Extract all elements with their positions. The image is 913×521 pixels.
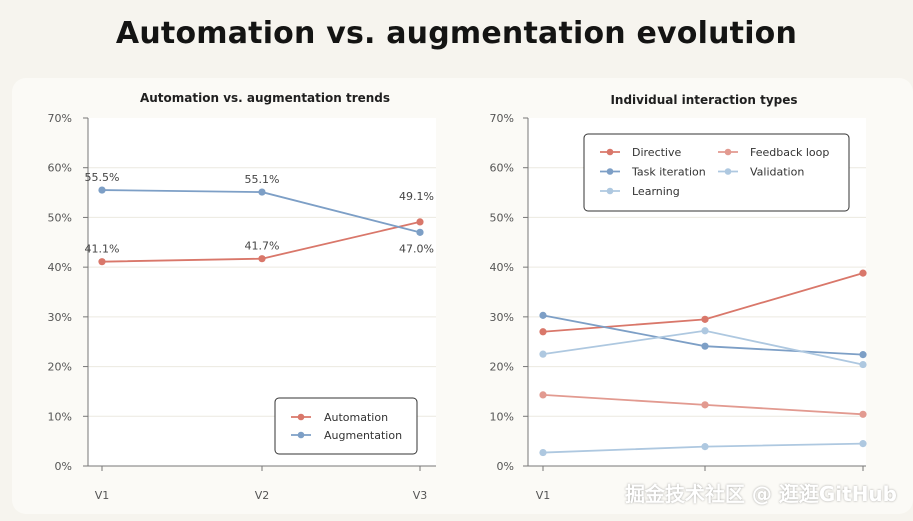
y-tick-label: 70% [48,112,72,125]
legend-marker-augmentation [297,431,305,439]
data-label: 49.1% [399,190,434,203]
legend-marker-validation [724,168,732,175]
chart-title: Automation vs. augmentation trends [140,91,390,105]
data-point-automation [98,258,106,266]
data-point-feedback-loop [859,410,867,418]
legend-label: Augmentation [324,429,402,442]
legend-marker-task-iteration [606,168,614,175]
watermark: 掘金技术社区 @ 逛逛GitHub [624,482,897,506]
data-point-directive [701,315,709,323]
chart-individual-interaction-types: Individual interaction types 0% 10% 20% 30% 4… [490,93,867,502]
y-tick-label: 70% [490,112,514,125]
y-tick-label: 60% [490,162,514,175]
y-tick-label: 40% [490,261,514,274]
data-point-learning [539,350,547,358]
chart-title: Individual interaction types [610,93,797,107]
y-tick-label: 0% [55,460,72,473]
legend-box [583,133,850,212]
legend-label: Validation [750,166,804,179]
data-point-augmentation [416,228,424,236]
data-point-validation [539,448,547,457]
legend-marker-directive [606,148,614,156]
y-tick-label: 40% [48,261,72,274]
y-tick-label: 30% [48,311,72,324]
y-tick-label: 20% [48,361,72,374]
y-tick-label: 50% [48,211,72,224]
data-point-task-iteration [539,311,547,319]
y-tick-label: 20% [490,361,514,374]
data-point-task-iteration [701,342,709,350]
y-tick-label: 30% [490,311,514,324]
chart-automation-vs-augmentation: Automation vs. augmentation trends 0% 10% 2… [48,91,436,502]
chart-card: Automation vs. augmentation trends 0% 10% 2… [12,78,913,514]
y-tick-label: 60% [48,162,72,175]
legend-label: Directive [632,146,682,159]
x-tick-label: V2 [255,489,270,502]
legend-marker-learning [606,187,614,195]
legend-label: Learning [632,185,680,198]
data-point-feedback-loop [539,391,547,399]
legend-label: Task iteration [631,166,706,179]
data-point-automation [258,255,266,263]
y-tick-label: 10% [48,410,72,423]
data-label: 41.1% [85,243,120,256]
legend-marker-feedback-loop [724,148,732,156]
data-label: 55.1% [245,173,280,186]
data-label: 41.7% [245,240,280,253]
legend-label: Automation [324,411,388,424]
x-tick-label: V1 [536,489,551,502]
data-point-learning [701,327,709,335]
data-point-task-iteration [859,351,867,359]
data-point-directive [539,328,547,336]
data-point-learning [859,360,867,369]
data-point-validation [859,440,867,448]
page-title: Automation vs. augmentation evolution [115,16,798,51]
data-point-validation [701,443,709,451]
data-point-feedback-loop [701,401,709,409]
legend-box [274,397,418,455]
data-point-augmentation [258,188,266,196]
y-tick-label: 0% [497,460,514,473]
data-point-automation [416,218,424,226]
y-tick-label: 10% [490,410,514,423]
data-label: 47.0% [399,242,434,255]
data-point-augmentation [98,186,106,194]
x-tick-label: V3 [413,489,428,502]
x-tick-label: V1 [95,489,110,502]
legend-label: Feedback loop [750,146,829,159]
data-point-directive [859,269,867,277]
legend-marker-automation [297,413,305,421]
data-label: 55.5% [85,171,120,184]
y-tick-label: 50% [490,211,514,224]
